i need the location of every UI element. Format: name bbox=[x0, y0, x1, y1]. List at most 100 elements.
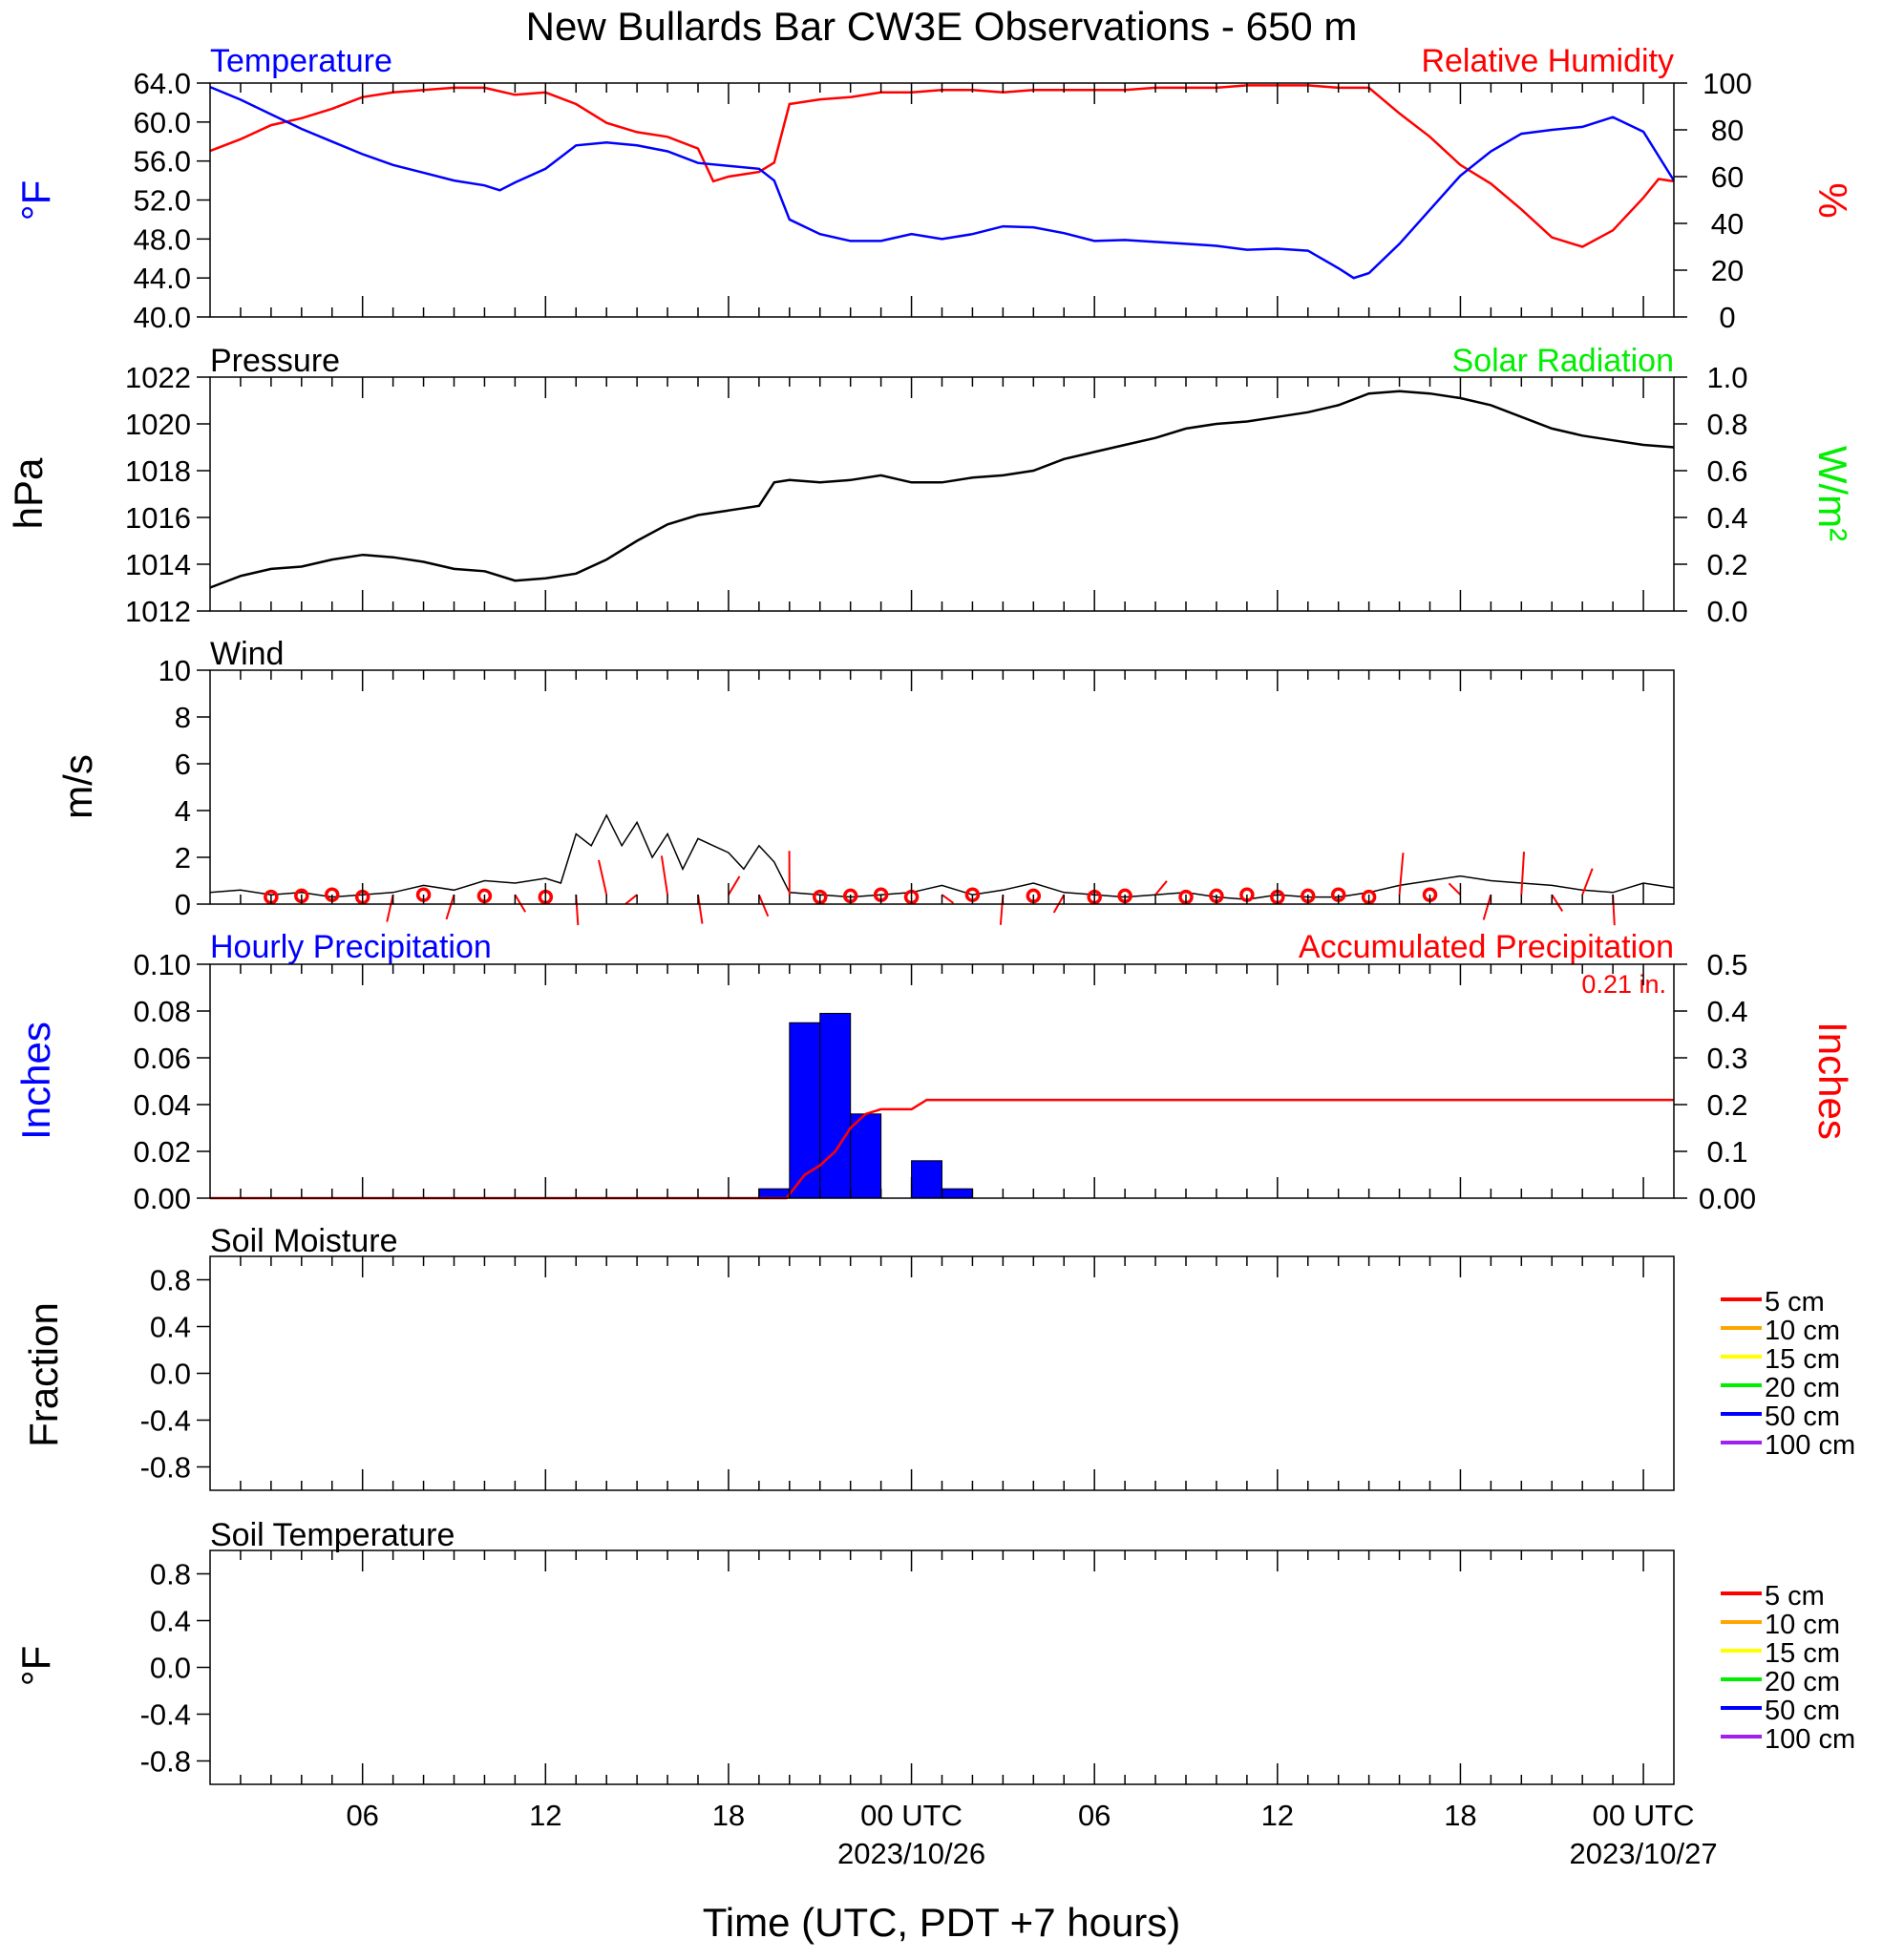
humidity-line bbox=[209, 84, 1675, 248]
y-tick-label: 1018 bbox=[125, 454, 191, 488]
y-tick-label: 4 bbox=[175, 794, 191, 828]
legend-label: 15 cm bbox=[1765, 1344, 1840, 1375]
x-tick-label: 18 bbox=[1444, 1799, 1476, 1832]
y-tick-label: 0.04 bbox=[134, 1088, 191, 1122]
y-tick-label: 0.3 bbox=[1706, 1042, 1747, 1075]
legend-label: 20 cm bbox=[1765, 1373, 1840, 1403]
y-tick-label: 0.2 bbox=[1706, 548, 1747, 581]
soil-moisture-axis-ticks: -0.8 -0.4 0.0 0.4 0.8 bbox=[140, 1264, 210, 1485]
figure-title: New Bullards Bar CW3E Observations - 650… bbox=[526, 4, 1358, 49]
temperature-line bbox=[209, 85, 1676, 280]
y-tick-label: 0.0 bbox=[150, 1358, 191, 1391]
wind-barbs bbox=[264, 851, 1616, 926]
wind-axis-ticks: 0 2 4 6 8 10 bbox=[159, 654, 210, 921]
wind-barb bbox=[1154, 880, 1168, 896]
y-tick-label: 64.0 bbox=[134, 67, 191, 100]
wind-barb bbox=[514, 894, 527, 913]
legend-label: 5 cm bbox=[1765, 1581, 1825, 1612]
soil-temperature-axis-ticks: -0.8 -0.4 0.0 0.4 0.8 bbox=[140, 1558, 210, 1779]
y-tick-label: 0.00 bbox=[1699, 1182, 1756, 1215]
wind-barb bbox=[1398, 853, 1405, 896]
time-axis-label: Time (UTC, PDT +7 hours) bbox=[703, 1900, 1181, 1945]
y-tick-label: 40 bbox=[1711, 207, 1744, 241]
humidity-unit-label: % bbox=[1810, 182, 1855, 218]
wind-barb bbox=[1448, 882, 1462, 896]
precip-bar bbox=[942, 1188, 973, 1199]
temperature-humidity-panel: Temperature Relative Humidity °F % 40.04… bbox=[13, 43, 1855, 334]
humidity-axis-ticks: 0 20 40 60 80 100 bbox=[1674, 67, 1752, 334]
soil-moisture-unit-label: Fraction bbox=[21, 1302, 66, 1447]
y-tick-label: 0.4 bbox=[1706, 995, 1747, 1028]
hourly-precip-bars bbox=[758, 1012, 973, 1199]
solar-axis-ticks: 0.0 0.2 0.4 0.6 0.8 1.0 bbox=[1674, 361, 1748, 628]
y-tick-label: -0.8 bbox=[140, 1451, 191, 1485]
y-tick-label: 0.06 bbox=[134, 1042, 191, 1075]
pressure-title: Pressure bbox=[210, 343, 340, 379]
y-tick-label: 0.0 bbox=[150, 1652, 191, 1685]
precip-bar bbox=[819, 1012, 852, 1199]
accum-precip-total: 0.21 in. bbox=[1581, 970, 1666, 999]
wind-speed-line bbox=[209, 813, 1675, 900]
wind-barb bbox=[386, 894, 394, 922]
y-tick-label: 0.2 bbox=[1706, 1088, 1747, 1122]
wind-barb bbox=[757, 894, 770, 917]
pressure-solar-panel: Pressure Solar Radiation hPa W/m² 101210… bbox=[6, 343, 1855, 628]
x-tick-label: 18 bbox=[712, 1799, 745, 1832]
pressure-line bbox=[209, 390, 1675, 589]
y-tick-label: 20 bbox=[1711, 254, 1744, 287]
wind-barb bbox=[728, 875, 741, 896]
accum-precip-unit-label: Inches bbox=[1810, 1022, 1855, 1140]
x-tick-label: 12 bbox=[1261, 1799, 1294, 1832]
wind-unit-label: m/s bbox=[55, 754, 100, 819]
y-tick-label: 0.10 bbox=[134, 948, 191, 981]
y-tick-label: 80 bbox=[1711, 114, 1744, 147]
y-tick-label: 1.0 bbox=[1706, 361, 1747, 394]
y-tick-label: 1014 bbox=[125, 548, 191, 581]
x-tick-label: 00 UTC bbox=[1593, 1799, 1695, 1832]
y-tick-label: 1016 bbox=[125, 501, 191, 535]
hourly-precip-axis-ticks: 0.00 0.02 0.04 0.06 0.08 0.10 bbox=[134, 948, 210, 1215]
y-tick-label: 0.5 bbox=[1706, 948, 1747, 981]
y-tick-label: 0.08 bbox=[134, 995, 191, 1028]
wind-title: Wind bbox=[210, 636, 284, 672]
x-tick-label: 06 bbox=[346, 1799, 378, 1832]
hourly-precip-unit-label: Inches bbox=[13, 1022, 58, 1140]
y-tick-label: -0.4 bbox=[140, 1698, 191, 1732]
y-tick-label: -0.8 bbox=[140, 1745, 191, 1779]
y-tick-label: 0.02 bbox=[134, 1135, 191, 1169]
y-tick-label: 0.8 bbox=[150, 1264, 191, 1297]
accum-precip-line bbox=[210, 1098, 1674, 1200]
pressure-unit-label: hPa bbox=[6, 457, 51, 529]
soil-moisture-panel: Soil Moisture Fraction -0.8 -0.4 0.0 0.4 0.8… bbox=[21, 1223, 1855, 1491]
y-tick-label: 0.4 bbox=[150, 1311, 191, 1344]
wind-barb bbox=[598, 859, 608, 896]
accum-precip-title: Accumulated Precipitation bbox=[1299, 929, 1674, 965]
y-tick-label: 1012 bbox=[125, 595, 191, 628]
pressure-solar-frame bbox=[209, 376, 1675, 612]
y-tick-label: 0.6 bbox=[1706, 454, 1747, 488]
y-tick-label: 0.4 bbox=[1706, 501, 1747, 535]
legend-label: 20 cm bbox=[1765, 1667, 1840, 1697]
x-tick-date-label: 2023/10/27 bbox=[1569, 1837, 1717, 1870]
x-tick-label: 12 bbox=[529, 1799, 561, 1832]
y-tick-label: 1020 bbox=[125, 408, 191, 441]
hourly-precip-title: Hourly Precipitation bbox=[210, 929, 492, 965]
temperature-unit-label: °F bbox=[13, 180, 58, 221]
legend-label: 50 cm bbox=[1765, 1402, 1840, 1432]
precip-bar bbox=[758, 1188, 791, 1199]
legend-label: 5 cm bbox=[1765, 1287, 1825, 1317]
temperature-humidity-frame bbox=[209, 82, 1675, 318]
y-tick-label: 6 bbox=[175, 748, 191, 781]
y-tick-label: 10 bbox=[159, 654, 191, 687]
y-tick-label: 0.1 bbox=[1706, 1135, 1747, 1169]
x-tick-label: 00 UTC bbox=[860, 1799, 963, 1832]
precipitation-panel: Hourly Precipitation Accumulated Precipi… bbox=[13, 929, 1855, 1215]
legend-label: 100 cm bbox=[1765, 1724, 1855, 1755]
precip-bar bbox=[789, 1022, 821, 1199]
wind-barb bbox=[1482, 894, 1492, 920]
y-tick-label: 56.0 bbox=[134, 145, 191, 179]
wind-barb bbox=[1581, 868, 1594, 896]
y-tick-label: 60 bbox=[1711, 160, 1744, 194]
wind-barb bbox=[624, 894, 638, 905]
